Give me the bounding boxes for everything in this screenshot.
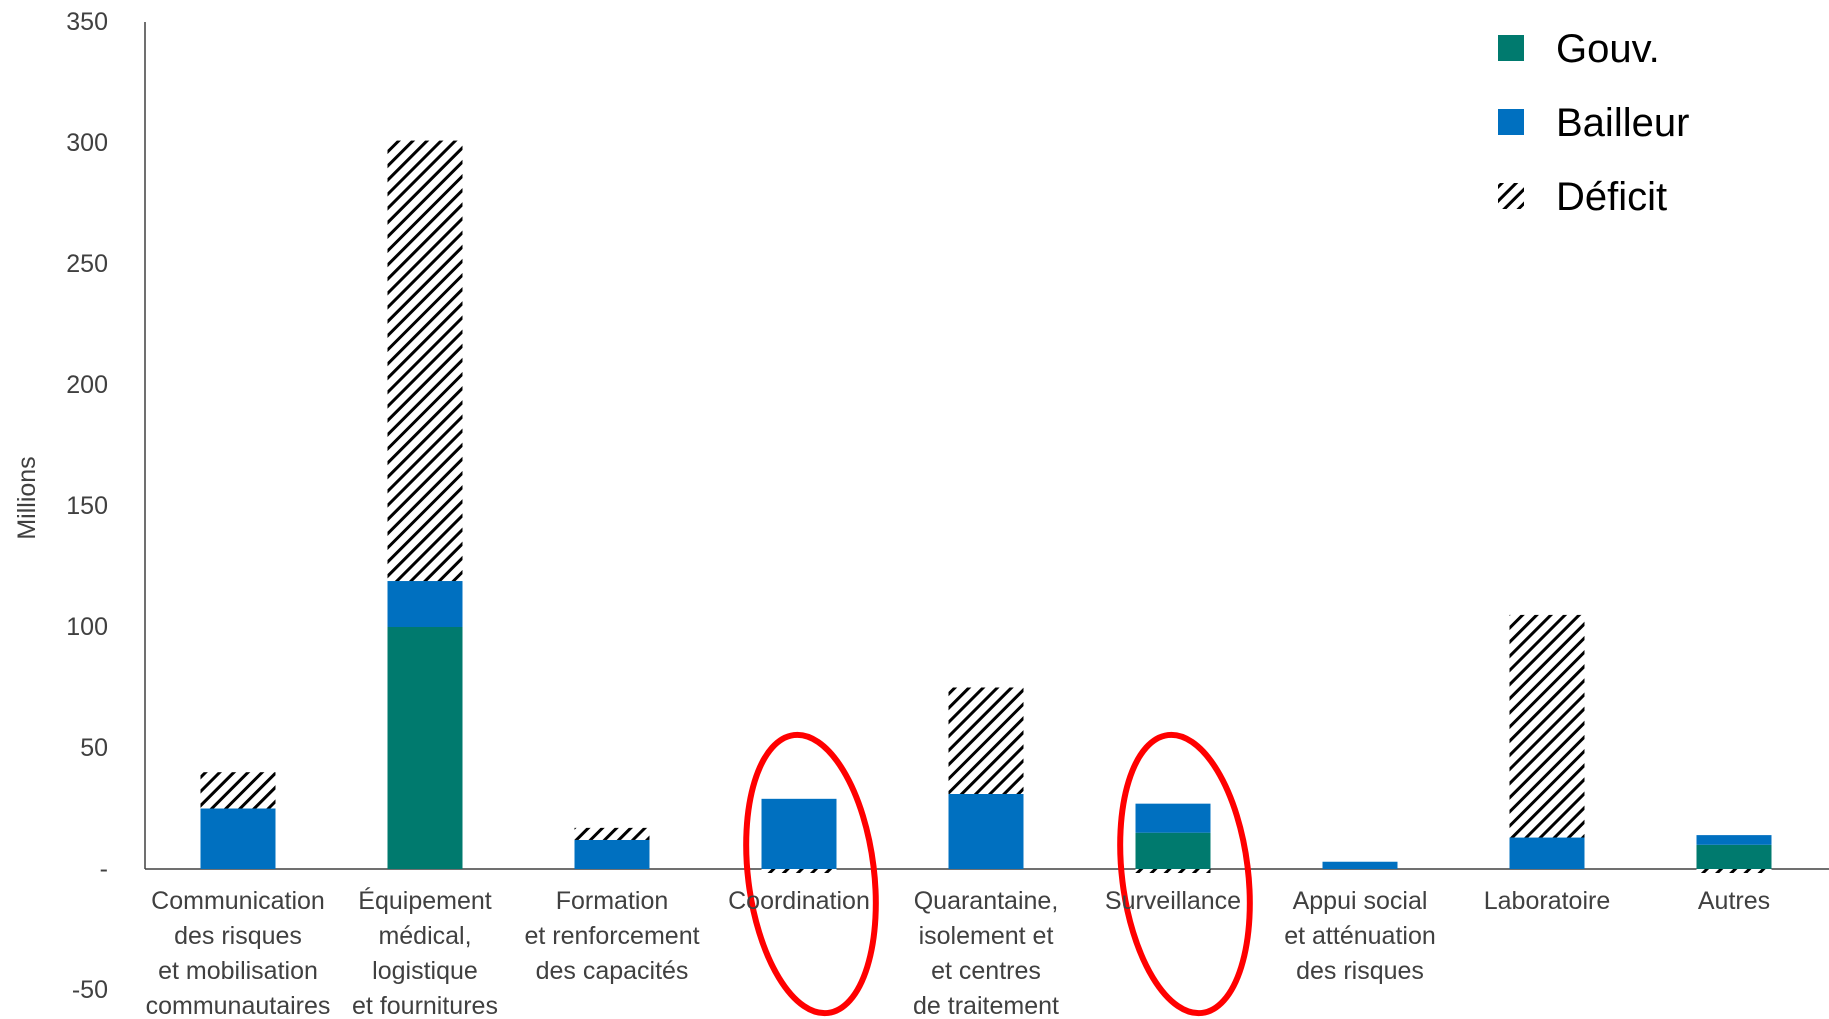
legend-label: Bailleur: [1556, 101, 1689, 145]
bar-dficit: [200, 772, 276, 809]
bar-bailleur: [200, 808, 276, 869]
category-label-line: logistique: [372, 957, 478, 985]
legend-label: Gouv.: [1556, 27, 1660, 71]
category-label-line: et atténuation: [1284, 922, 1436, 950]
category-label: Surveillance: [1105, 887, 1241, 915]
category-label-line: et renforcement: [524, 922, 699, 950]
bar-bailleur: [1509, 837, 1585, 869]
legend-swatch: [1498, 183, 1524, 209]
category-label-line: Quarantaine,: [914, 887, 1059, 915]
y-tick-label: 250: [66, 250, 108, 278]
category-label-line: et mobilisation: [158, 957, 318, 985]
category-label-line: des risques: [174, 922, 302, 950]
y-axis-label: Millions: [13, 456, 41, 539]
category-label-line: de traitement: [913, 992, 1059, 1019]
category-label-line: Équipement: [358, 886, 491, 915]
bar-bailleur: [948, 793, 1024, 869]
y-tick-label: 150: [66, 492, 108, 520]
bar-bailleur: [574, 839, 650, 869]
bar-gouv: [1135, 832, 1211, 869]
legend-label: Déficit: [1556, 175, 1667, 219]
category-label: Équipement médical, logistique et fournitur…: [352, 886, 498, 1019]
highlight-ellipse: [1117, 731, 1253, 1017]
category-label-line: Surveillance: [1105, 887, 1241, 915]
category-label-line: Coordination: [728, 887, 870, 915]
category-label: Formation et renforcement des capacités: [524, 887, 699, 985]
category-label-line: isolement et: [919, 922, 1054, 950]
category-label: Quarantaine, isolement et et centres de tra…: [913, 887, 1059, 1019]
category-label: Communication des risques et mobilisation c…: [146, 887, 331, 1019]
legend-swatch: [1498, 35, 1524, 61]
y-tick-label: 50: [80, 734, 108, 762]
category-label-line: des capacités: [536, 957, 689, 985]
category-label: Appui social et atténuation des risques: [1284, 887, 1436, 985]
legend-swatch: [1498, 109, 1524, 135]
category-label-line: et fournitures: [352, 992, 498, 1019]
bar-gouv: [387, 627, 463, 869]
bar-bailleur: [1322, 861, 1398, 869]
category-label: Laboratoire: [1484, 887, 1610, 915]
bar-dficit: [574, 827, 650, 840]
y-tick-label: 200: [66, 371, 108, 399]
category-label-line: médical,: [378, 922, 471, 950]
category-label: Autres: [1698, 887, 1770, 915]
highlight-ellipse: [743, 731, 879, 1017]
bar-bailleur: [387, 581, 463, 627]
category-label-line: communautaires: [146, 992, 331, 1019]
category-label-line: Autres: [1698, 887, 1770, 915]
bar-dficit: [387, 140, 463, 582]
y-tick-label: 100: [66, 613, 108, 641]
bar-dficit: [948, 687, 1024, 794]
bar-bailleur: [1696, 835, 1772, 845]
y-tick-label: 300: [66, 129, 108, 157]
bar-dficit: [761, 869, 837, 873]
bar-dficit: [1509, 614, 1585, 838]
bar-gouv: [1696, 844, 1772, 869]
category-label-line: et centres: [931, 957, 1041, 985]
category-label: Coordination: [728, 887, 870, 915]
category-label-line: des risques: [1296, 957, 1424, 985]
category-label-line: Appui social: [1293, 887, 1428, 915]
bar-dficit: [1696, 869, 1772, 873]
category-label-line: Communication: [151, 887, 325, 915]
bar-dficit: [1135, 869, 1211, 873]
y-tick-label: -50: [72, 976, 108, 1004]
bar-bailleur: [761, 798, 837, 869]
y-tick-label: -: [100, 855, 108, 883]
category-label-line: Formation: [556, 887, 669, 915]
category-label-line: Laboratoire: [1484, 887, 1610, 915]
bar-bailleur: [1135, 803, 1211, 833]
y-tick-label: 350: [66, 8, 108, 36]
